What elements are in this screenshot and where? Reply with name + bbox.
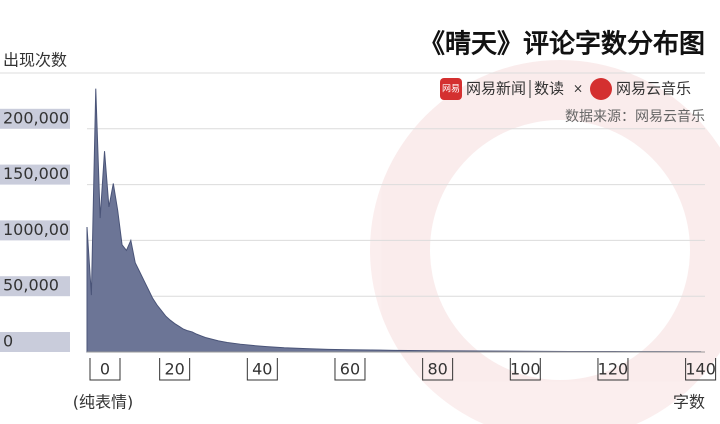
annotation: (纯表情): [73, 393, 134, 412]
x-axis-label: 字数: [673, 393, 705, 412]
area: [86, 88, 702, 353]
x-tick-label: 40: [252, 360, 272, 379]
x-tick-bracket: [422, 358, 454, 381]
x-tick-bracket: [597, 358, 629, 381]
watermark-hole: [430, 120, 690, 380]
x-tick-label: 80: [427, 360, 447, 379]
x-tick-label: 120: [598, 360, 629, 379]
logo-news: 网易新闻: [466, 80, 526, 98]
x-tick-label: 60: [340, 360, 360, 379]
y-tick-bg: [0, 332, 70, 352]
source: 数据来源：网易云音乐: [565, 108, 705, 125]
x-tick-bracket: [509, 358, 541, 381]
news-icon: [440, 78, 462, 100]
y-tick-label: 200,000: [3, 108, 69, 127]
music-icon: [590, 78, 612, 100]
watermark-circle: [370, 60, 720, 424]
x-tick-bracket: [334, 358, 366, 381]
x-tick-label: 140: [685, 360, 716, 379]
y-tick-bg: [0, 164, 70, 185]
y-tick-label: 0: [3, 332, 13, 351]
logo-column: 数读: [534, 80, 564, 98]
news-icon-text: 网易: [442, 84, 460, 95]
y-tick-label: 150,000: [3, 164, 69, 183]
x-tick-label: 0: [100, 360, 110, 379]
y-tick-bg: [0, 220, 70, 241]
y-axis-label: 出现次数: [3, 51, 67, 70]
x-tick-label: 20: [164, 360, 184, 379]
x-tick-bracket: [246, 358, 278, 381]
chart-title: 《晴天》评论字数分布图: [419, 29, 705, 60]
y-tick-bg: [0, 276, 70, 297]
x-tick-bracket: [159, 358, 191, 381]
x-tick-label: 100: [510, 360, 541, 379]
logo-music: 网易云音乐: [616, 80, 691, 98]
logo-separator: ×: [573, 82, 583, 96]
x-tick-bracket: [89, 358, 121, 381]
y-tick-label: 50,000: [3, 276, 59, 295]
x-tick-bracket: [685, 358, 717, 381]
y-tick-label: 1000,00: [3, 220, 69, 239]
y-tick-bg: [0, 108, 70, 129]
